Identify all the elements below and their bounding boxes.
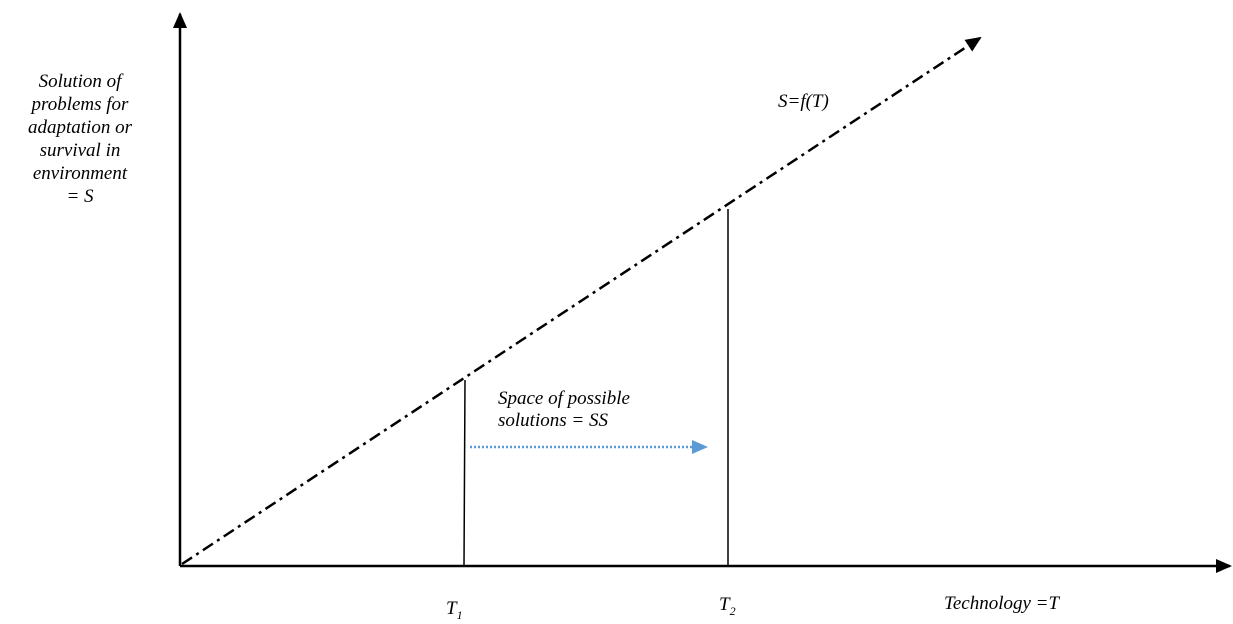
y-axis-label-line: environment	[32, 163, 128, 184]
t1-vertical-line	[463, 379, 466, 567]
y-axis-label-line: = S	[66, 186, 94, 207]
t2-label-base: T	[719, 594, 730, 615]
y-axis-label-line: problems for	[31, 94, 129, 115]
y-axis-label-line: Solution of	[38, 71, 122, 92]
x-axis-label: Technology =T	[944, 593, 1060, 614]
y-axis-label-line: adaptation or	[28, 117, 132, 138]
t1-label-sub: 1	[456, 607, 463, 622]
curve-label: S=f(T)	[778, 91, 829, 112]
solution-space-label-line: solutions = SS	[498, 410, 608, 431]
y-axis-label-line: survival in	[39, 140, 121, 161]
y-axis-label: Solution of problems for adaptation or s…	[0, 70, 160, 208]
solution-space-label: Space of possible solutions = SS	[498, 388, 630, 432]
t1-label-base: T	[446, 598, 457, 619]
t2-label-sub: 2	[729, 603, 736, 618]
t2-label: T2	[719, 594, 736, 622]
t1-label: T1	[446, 598, 463, 624]
solution-space-label-line: Space of possible	[498, 388, 630, 409]
function-curve	[181, 36, 982, 566]
